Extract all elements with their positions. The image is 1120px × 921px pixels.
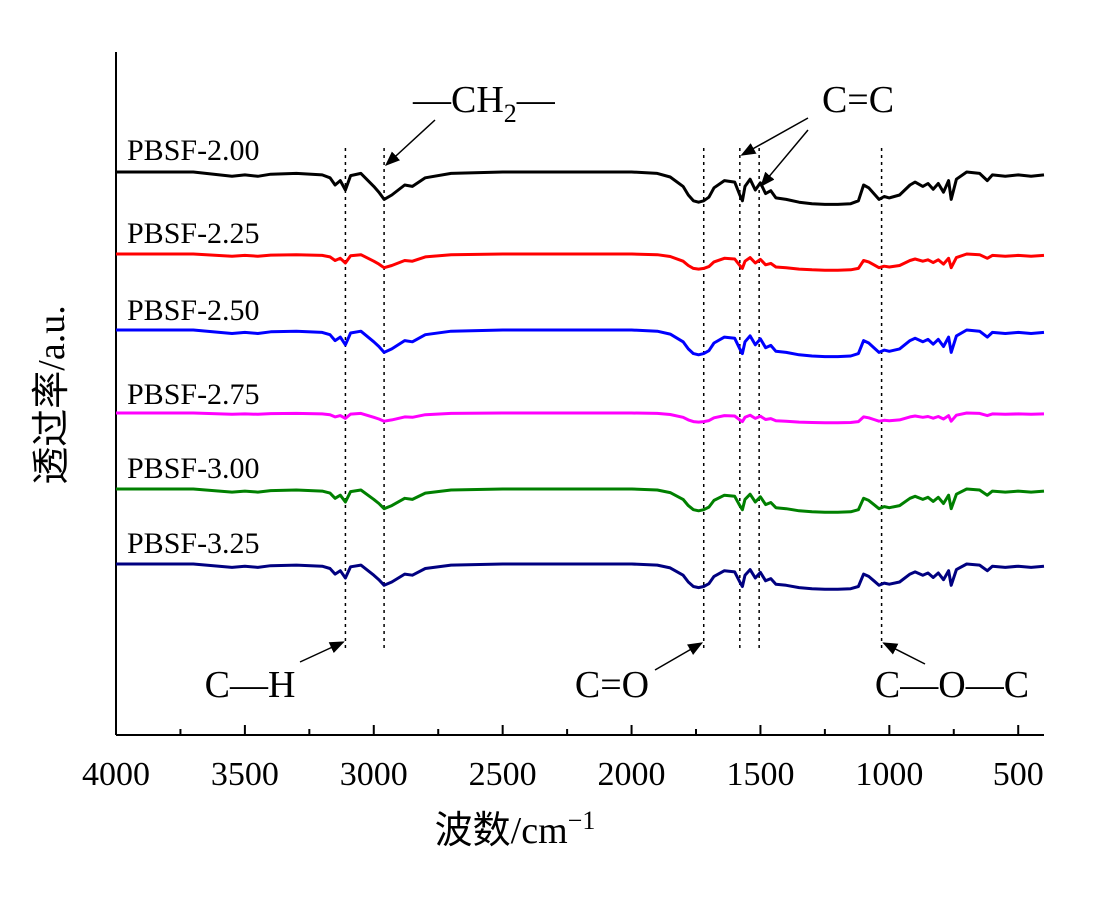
series-label: PBSF-2.25 [127, 217, 260, 250]
series-label: PBSF-2.75 [127, 378, 260, 411]
series-labels: PBSF-2.00 PBSF-2.25 PBSF-2.50 PBSF-2.75 PBSF… [127, 134, 260, 560]
x-tick-label: 2000 [598, 756, 666, 793]
peak-annotations: C—H —CH2— C=O C=C C—O—C [205, 79, 1029, 706]
annotation-arrow [654, 642, 704, 671]
x-axis-title-superscript: −1 [568, 806, 596, 835]
series-line-pbsf-2.75 [116, 411, 1045, 425]
x-ticks [115, 725, 1020, 735]
reference-lines [344, 148, 883, 650]
series-lines [116, 170, 1045, 591]
y-axis-title: 透过率/a.u. [31, 305, 73, 484]
series-line-pbsf-2.25 [116, 252, 1045, 272]
annotation-arrow [384, 119, 436, 167]
annotation-arrow [299, 641, 345, 663]
x-tick-labels: 4000 3500 3000 2500 2000 1500 1000 500 [82, 756, 1044, 793]
x-tick-label: 4000 [82, 756, 150, 793]
annotation-co: C=O [575, 664, 649, 706]
x-tick-label: 500 [993, 756, 1044, 793]
annotation-arrow [740, 117, 809, 156]
x-tick-label: 2500 [469, 756, 537, 793]
x-axis-title: 波数/cm−1 [435, 806, 596, 852]
x-tick-label: 1000 [855, 756, 923, 793]
series-line-pbsf-2.00 [116, 170, 1045, 206]
series-label: PBSF-2.50 [127, 294, 260, 327]
x-tick-label: 1500 [726, 756, 794, 793]
series-label: PBSF-3.00 [127, 452, 260, 485]
series-label: PBSF-2.00 [127, 134, 260, 167]
annotation-ch2: —CH2— [412, 79, 556, 128]
annotation-arrow [882, 642, 926, 665]
annotation-ch: C—H [205, 664, 296, 706]
series-label: PBSF-3.25 [127, 527, 260, 560]
series-line-pbsf-2.50 [116, 328, 1045, 359]
x-tick-label: 3500 [211, 756, 279, 793]
annotation-cc: C=C [822, 79, 894, 121]
series-line-pbsf-3.00 [116, 487, 1045, 514]
series-line-pbsf-3.25 [116, 562, 1045, 591]
annotation-coc: C—O—C [875, 664, 1029, 706]
annotation-arrow [760, 129, 809, 188]
x-tick-label: 3000 [340, 756, 408, 793]
